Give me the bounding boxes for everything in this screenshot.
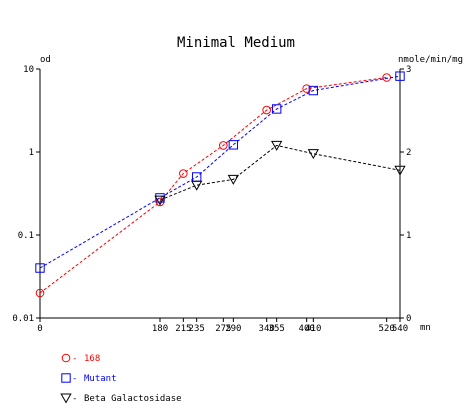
x-axis-unit-label: mn: [420, 323, 431, 333]
right-axis-tick-label: 0: [406, 314, 411, 324]
series-layer: [35, 71, 406, 298]
legend-label: Beta Galactosidase: [84, 394, 182, 404]
series-mutant-marker: [228, 140, 239, 150]
legend-item-mutant: - Mutant: [61, 373, 117, 384]
series-168-marker: [262, 105, 271, 115]
series-beta-galactosidase-marker: [154, 195, 166, 206]
series-beta-galactosidase-marker: [394, 165, 406, 176]
x-axis-tick-label: 0: [37, 324, 42, 334]
right-axis-tick-label: 2: [406, 148, 411, 158]
x-axis-tick-label: 410: [305, 324, 321, 334]
legend-label: 168: [84, 354, 100, 364]
series-168-marker: [35, 288, 45, 298]
series-beta-galactosidase-marker: [271, 140, 283, 151]
series-mutant-marker: [271, 104, 282, 114]
legend-marker: [61, 353, 71, 363]
legend-dash: -: [72, 354, 77, 364]
left-axis-label: od: [40, 55, 51, 65]
legend-marker: [61, 373, 71, 383]
series-168-marker: [302, 84, 311, 93]
left-axis-tick-label: 1: [29, 148, 34, 158]
x-axis-tick-label: 290: [225, 324, 241, 334]
legend-dash: -: [72, 394, 77, 404]
left-axis-tick-label: 0.1: [18, 231, 34, 241]
legend-item-168: -168: [61, 353, 100, 364]
x-axis-tick-label: 275: [215, 324, 231, 334]
series-beta-galactosidase-marker: [227, 174, 239, 185]
series-mutant-marker: [395, 71, 405, 81]
right-axis-label: nmole/min/mg: [398, 55, 463, 65]
legend-item-beta-galactosidase: - Beta Galactosidase: [60, 393, 182, 404]
legend-label: Mutant: [84, 374, 117, 384]
chart-title: Minimal Medium: [177, 35, 295, 51]
x-axis-tick-label: 235: [189, 324, 205, 334]
series-mutant-line: [39, 75, 401, 269]
series-168-line: [39, 77, 387, 294]
legend-marker: [60, 393, 72, 404]
series-mutant-marker: [308, 85, 319, 96]
left-axis-tick-label: 10: [23, 65, 34, 75]
series-beta-galactosidase-marker: [307, 149, 319, 160]
x-axis-tick-label: 540: [392, 324, 408, 334]
series-beta-galactosidase-marker: [191, 180, 203, 191]
right-axis-tick-label: 3: [406, 65, 411, 75]
legend-dash: -: [72, 374, 77, 384]
left-axis-tick-label: 0.01: [12, 314, 34, 324]
x-axis-tick-label: 340: [259, 324, 275, 334]
x-axis-tick-label: 180: [152, 324, 168, 334]
right-axis-tick-label: 1: [406, 231, 411, 241]
x-axis-tick-label: 215: [175, 324, 191, 334]
x-axis-tick-label: 355: [269, 324, 285, 334]
series-mutant-marker: [35, 263, 45, 273]
x-axis-tick-label: 400: [299, 324, 315, 334]
legend: -168- Mutant- Beta Galactosidase: [60, 353, 182, 404]
series-168-marker: [219, 141, 228, 150]
x-axis-tick-label: 520: [379, 324, 395, 334]
series-168-marker: [179, 169, 188, 178]
